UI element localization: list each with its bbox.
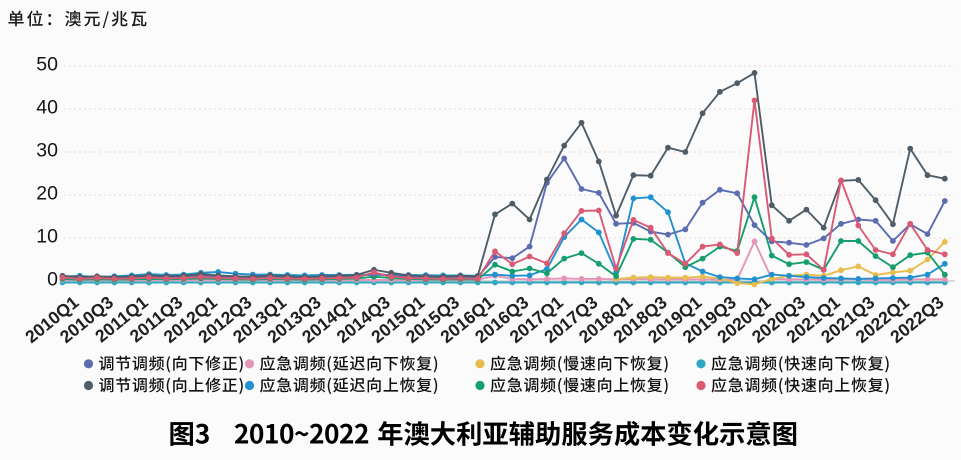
svg-text:30: 30 [36,140,58,162]
svg-text:50: 50 [36,54,58,76]
svg-text:10: 10 [36,226,58,248]
svg-text:0: 0 [47,269,58,291]
svg-text:20: 20 [36,183,58,205]
svg-text:40: 40 [36,97,58,119]
